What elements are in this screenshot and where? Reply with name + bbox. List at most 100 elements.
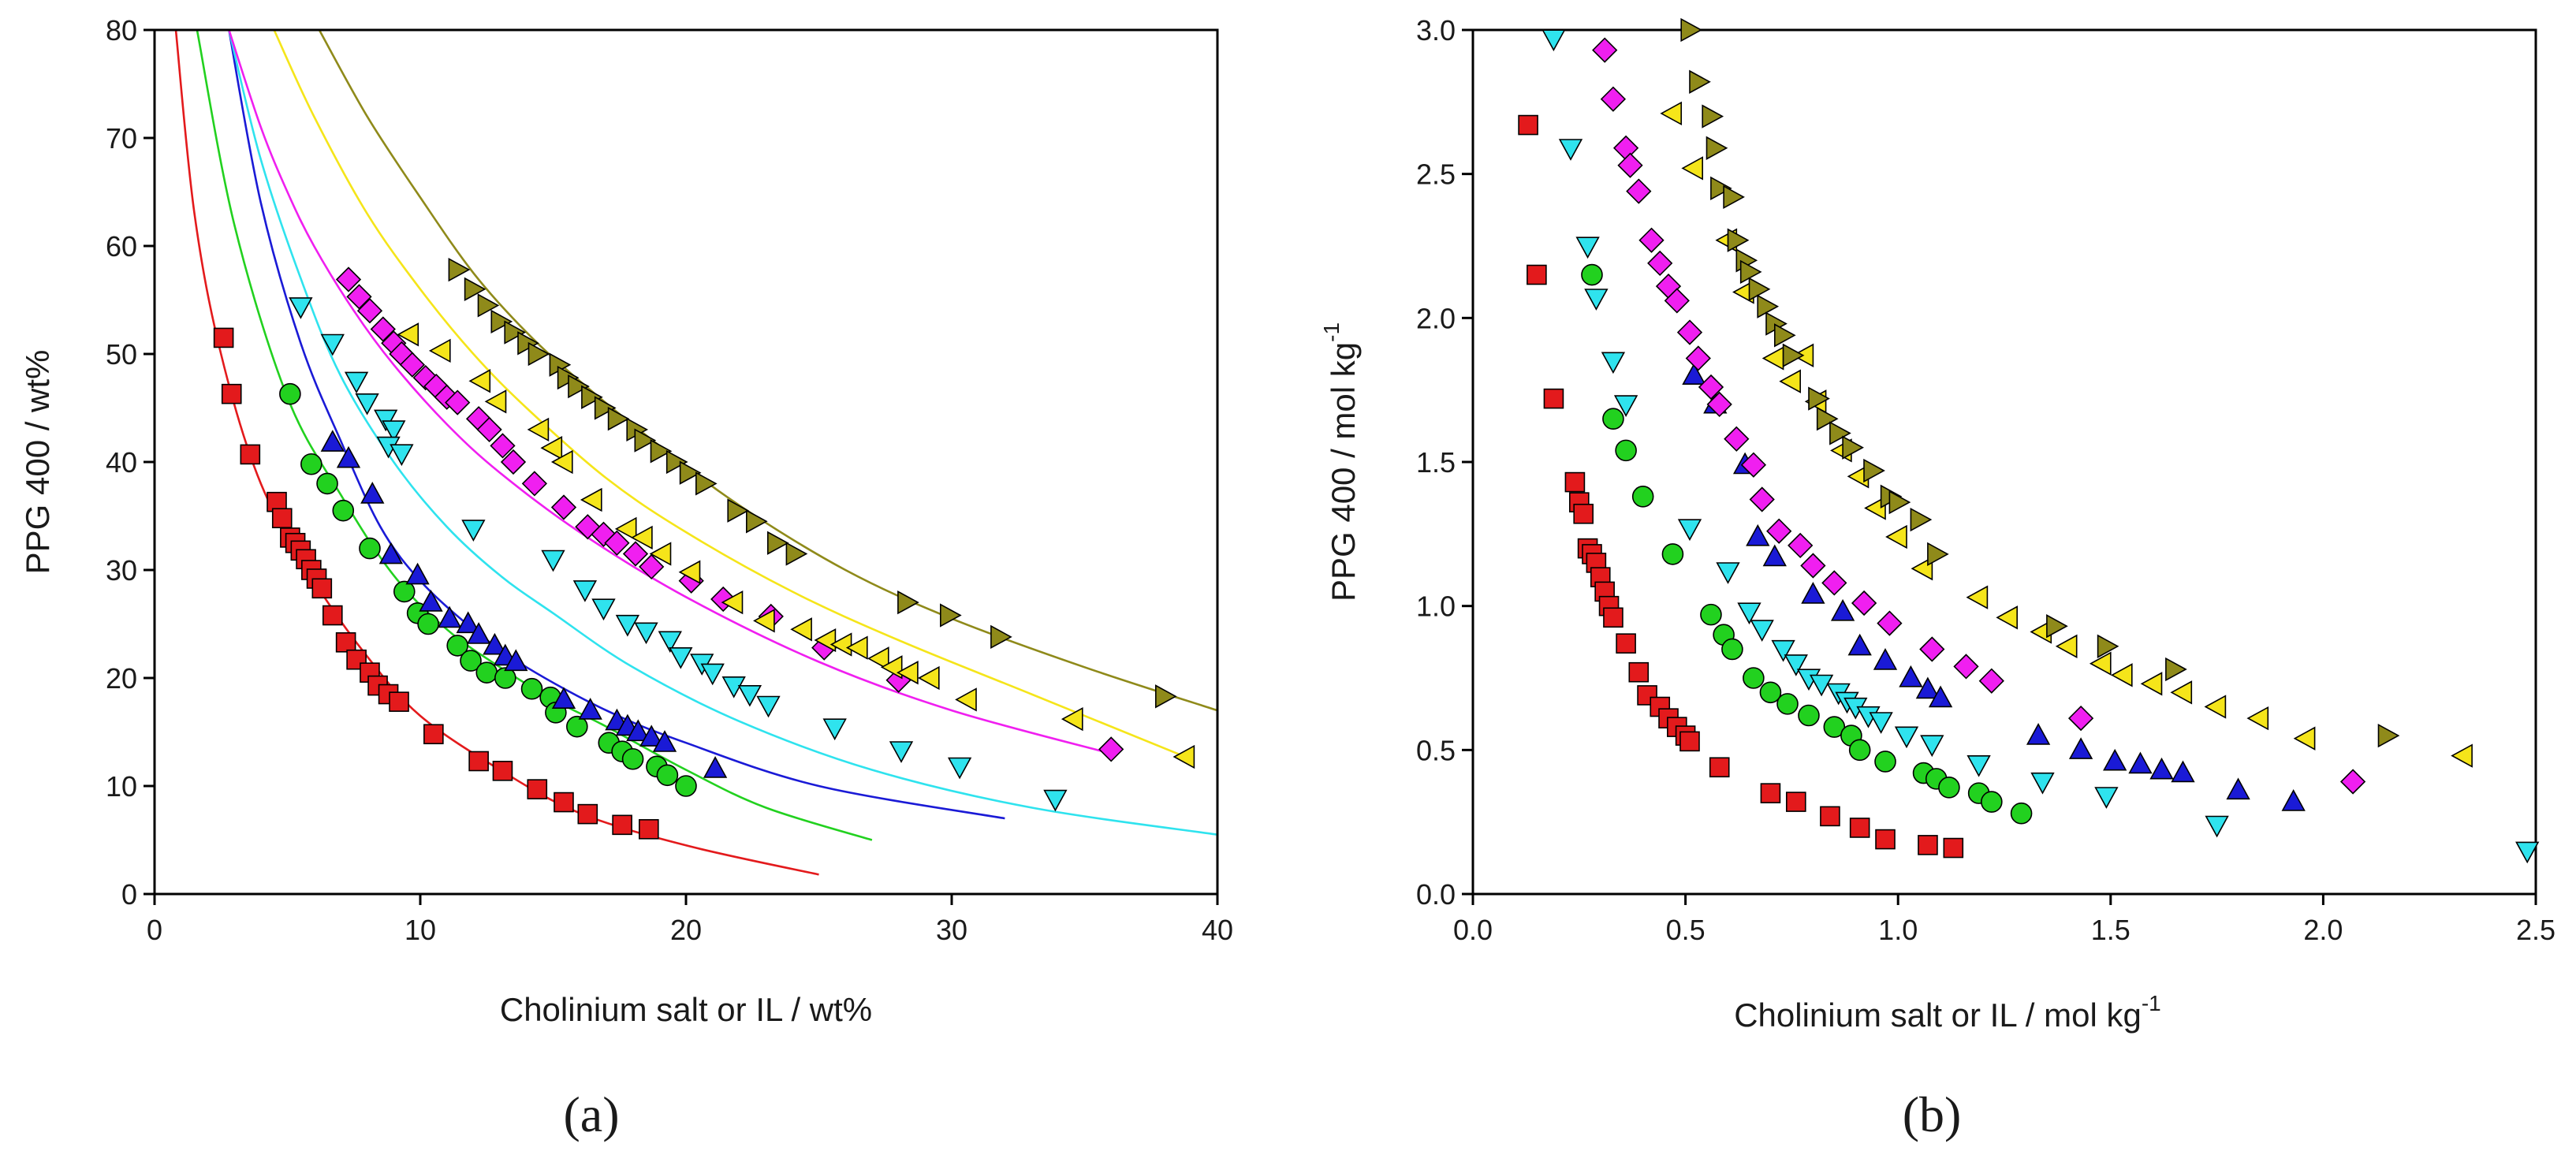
panel-b-y-tick-label: 1.5 (1416, 446, 1456, 479)
data-point-yellow (484, 389, 507, 414)
data-point-olive (1774, 323, 1796, 348)
data-point-green (494, 667, 516, 689)
data-point-cyan (572, 580, 598, 602)
data-point-blue (1899, 665, 1923, 687)
data-point-olive (940, 603, 962, 628)
data-point-olive (2165, 657, 2187, 682)
data-point-red (1564, 471, 1586, 493)
data-point-blue (2026, 723, 2051, 745)
data-point-green (332, 499, 355, 522)
data-point-yellow (649, 542, 672, 566)
data-point-cyan (1784, 654, 1808, 676)
data-point-magenta (1647, 250, 1673, 277)
data-point-olive (464, 277, 486, 301)
data-point-green (1759, 681, 1782, 704)
data-point-magenta (1749, 486, 1775, 512)
data-point-red (1573, 503, 1594, 524)
data-point-magenta (370, 316, 396, 342)
series-blue (1682, 363, 2306, 811)
data-point-red (1820, 806, 1840, 827)
data-point-yellow (897, 661, 919, 685)
data-point-magenta (1800, 553, 1826, 579)
panel-b-x-tick-label: 1.0 (1878, 914, 1918, 946)
series-red (1518, 114, 1964, 859)
data-point-cyan (2515, 841, 2540, 864)
data-point-yellow (2293, 726, 2316, 751)
data-point-cyan (756, 695, 781, 718)
data-point-magenta (1592, 37, 1618, 63)
data-point-blue (2128, 751, 2153, 774)
data-point-red (1709, 757, 1730, 778)
data-point-magenta (335, 266, 362, 292)
panel-b-x-tick-label: 2.5 (2516, 914, 2555, 946)
fit-curve-magenta (228, 30, 1112, 755)
data-point-olive (897, 590, 919, 615)
data-point-blue (2149, 757, 2174, 780)
panel-a-y-tick-label: 0 (121, 878, 137, 911)
data-point-yellow (397, 322, 419, 347)
data-point-olive (1842, 435, 1864, 460)
data-point-blue (483, 632, 507, 655)
data-point-magenta (500, 449, 527, 475)
data-point-cyan (2030, 772, 2055, 795)
panel-b-ticks: 0.0 0.5 1.0 1.5 2.0 2.5 0.0 0.5 1.0 1.5 2.0 2.5 3.0 (1416, 14, 2555, 946)
data-point-green (1823, 716, 1846, 738)
data-point-red (1943, 837, 1964, 859)
panel-a: 0 10 20 30 40 0 10 20 30 40 50 60 70 80 Cholinium sal… (19, 14, 1233, 1142)
series-blue (320, 430, 728, 778)
data-point-cyan (344, 371, 369, 394)
data-point-green (1661, 543, 1684, 565)
data-point-magenta (1821, 570, 1847, 596)
panel-a-y-tick-label: 30 (106, 554, 137, 587)
data-point-olive (1739, 259, 1762, 285)
data-point-green (1743, 667, 1765, 689)
data-point-blue (2171, 760, 2195, 783)
data-point-yellow (2110, 663, 2133, 687)
data-point-magenta (1098, 736, 1124, 762)
data-point-blue (437, 605, 462, 628)
data-point-olive (695, 471, 718, 496)
panel-b-y-tick-label: 0.5 (1416, 734, 1456, 766)
series-green (279, 382, 697, 797)
data-point-blue (1847, 633, 1872, 656)
data-point-olive (581, 385, 603, 409)
data-point-blue (1746, 523, 1770, 546)
data-point-magenta (550, 494, 577, 520)
data-point-olive (1727, 228, 1750, 252)
data-point-yellow (867, 646, 889, 671)
data-point-cyan (461, 520, 486, 542)
data-point-yellow (540, 436, 563, 460)
data-point-yellow (1996, 605, 2018, 630)
data-point-red (612, 814, 632, 836)
fit-curve-yellow (273, 30, 1191, 761)
data-point-olive (1680, 17, 1703, 43)
panel-a-y-tick-label: 40 (106, 446, 137, 479)
data-point-magenta (1664, 288, 1690, 314)
panel-a-x-axis-label: Cholinium salt or IL / wt% (500, 991, 872, 1028)
data-point-blue (336, 445, 361, 468)
data-point-yellow (1061, 706, 1083, 732)
data-point-blue (405, 562, 430, 585)
data-point-magenta (622, 541, 649, 567)
data-point-olive (1689, 69, 1711, 94)
data-point-red (1603, 607, 1624, 628)
series-olive (448, 257, 1177, 709)
data-point-cyan (382, 420, 406, 442)
data-point-magenta (1766, 518, 1792, 544)
data-point-magenta (356, 298, 383, 324)
panel-a-y-tick-label: 60 (106, 230, 137, 263)
data-point-olive (1702, 104, 1724, 129)
data-point-olive (679, 460, 702, 485)
data-point-yellow (2055, 634, 2078, 658)
panel-a-y-tick-label: 50 (106, 338, 137, 371)
data-point-yellow (2140, 672, 2163, 696)
data-point-red (423, 724, 444, 745)
data-point-green (1981, 791, 2003, 813)
data-point-red (1875, 829, 1896, 850)
data-point-green (1874, 751, 1896, 773)
data-point-cyan (320, 333, 345, 356)
data-point-olive (1816, 407, 1839, 431)
data-point-yellow (614, 516, 637, 542)
